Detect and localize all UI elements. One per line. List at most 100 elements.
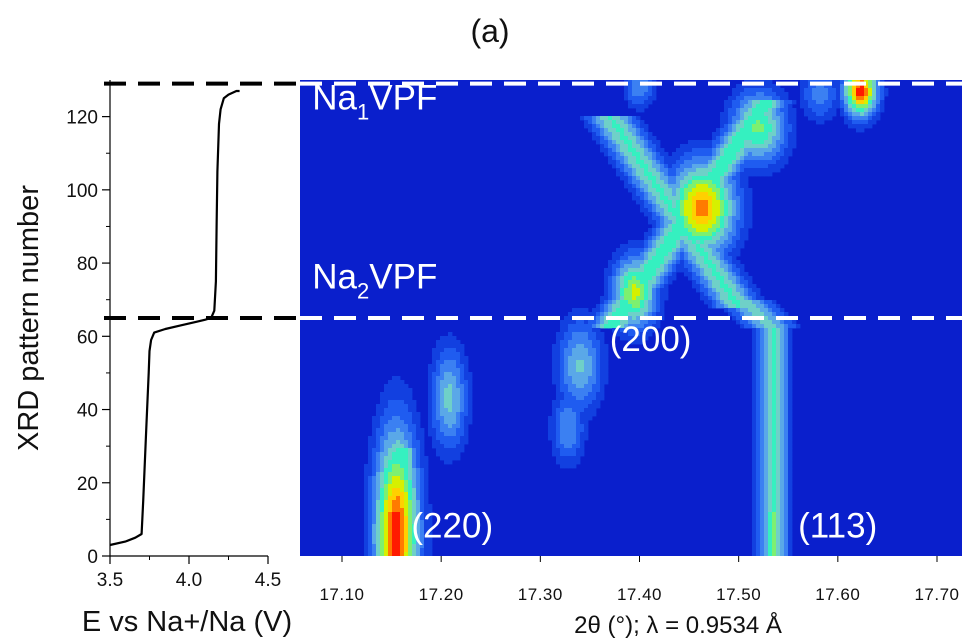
contour-cell (872, 100, 877, 105)
contour-cell (720, 236, 725, 241)
contour-cell (788, 136, 793, 141)
contour-cell (748, 212, 753, 217)
contour-cell (452, 344, 457, 349)
contour-cell (380, 508, 385, 513)
contour-cell (668, 268, 673, 273)
contour-cell (792, 120, 797, 125)
contour-cell (648, 164, 653, 169)
contour-cell (376, 488, 381, 493)
contour-cell (372, 492, 377, 497)
contour-cell (388, 400, 393, 405)
contour-cell (784, 400, 789, 405)
contour-cell (632, 96, 637, 101)
contour-cell (768, 156, 773, 161)
contour-cell (740, 84, 745, 89)
contour-cell (372, 544, 377, 549)
contour-cell (648, 216, 653, 221)
contour-cell (704, 248, 709, 253)
contour-cell (784, 520, 789, 525)
contour-cell (656, 216, 661, 221)
contour-cell (784, 384, 789, 389)
contour-cell (664, 160, 669, 165)
contour-cell (572, 360, 577, 365)
contour-cell (776, 112, 781, 117)
contour-cell (684, 176, 689, 181)
contour-cell (780, 412, 785, 417)
contour-cell (884, 88, 889, 93)
contour-cell (784, 464, 789, 469)
contour-cell (724, 120, 729, 125)
contour-cell (632, 136, 637, 141)
contour-cell (732, 212, 737, 217)
contour-cell (728, 240, 733, 245)
contour-cell (596, 348, 601, 353)
contour-cell (708, 164, 713, 169)
contour-cell (752, 436, 757, 441)
contour-cell (388, 532, 393, 537)
contour-cell (456, 436, 461, 441)
contour-cell (416, 524, 421, 529)
contour-cell (736, 104, 741, 109)
contour-cell (576, 368, 581, 373)
contour-cell (396, 440, 401, 445)
contour-cell (780, 416, 785, 421)
contour-cell (788, 332, 793, 337)
contour-cell (704, 300, 709, 305)
contour-cell (584, 360, 589, 365)
contour-cell (748, 200, 753, 205)
contour-cell (408, 484, 413, 489)
contour-cell (788, 468, 793, 473)
contour-cell (796, 324, 801, 329)
contour-cell (384, 448, 389, 453)
contour-cell (412, 552, 417, 556)
contour-cell (748, 224, 753, 229)
contour-cell (744, 228, 749, 233)
contour-cell (692, 224, 697, 229)
contour-cell (576, 440, 581, 445)
contour-cell (748, 88, 753, 93)
contour-cell (776, 484, 781, 489)
contour-cell (632, 296, 637, 301)
contour-cell (692, 240, 697, 245)
contour-cell (776, 156, 781, 161)
contour-cell (624, 116, 629, 121)
contour-cell (416, 520, 421, 525)
contour-cell (572, 356, 577, 361)
contour-cell (848, 100, 853, 105)
contour-cell (416, 460, 421, 465)
contour-cell (768, 476, 773, 481)
contour-cell (744, 184, 749, 189)
contour-cell (648, 240, 653, 245)
contour-cell (788, 124, 793, 129)
contour-cell (756, 304, 761, 309)
contour-cell (788, 524, 793, 529)
contour-cell (712, 220, 717, 225)
contour-cell (640, 312, 645, 317)
contour-cell (408, 408, 413, 413)
contour-cell (616, 280, 621, 285)
contour-cell (792, 100, 797, 105)
contour-cell (592, 336, 597, 341)
contour-cell (848, 84, 853, 89)
contour-cell (388, 540, 393, 545)
contour-cell (392, 456, 397, 461)
contour-cell (712, 148, 717, 153)
contour-cell (756, 532, 761, 537)
contour-cell (756, 548, 761, 553)
contour-cell (784, 132, 789, 137)
contour-cell (784, 428, 789, 433)
contour-cell (384, 392, 389, 397)
contour-cell (624, 124, 629, 129)
contour-cell (648, 140, 653, 145)
contour-cell (800, 80, 805, 85)
contour-cell (664, 152, 669, 157)
contour-cell (672, 172, 677, 177)
contour-cell (452, 400, 457, 405)
contour-cell (452, 360, 457, 365)
contour-cell (376, 496, 381, 501)
contour-cell (584, 428, 589, 433)
contour-cell (760, 544, 765, 549)
contour-cell (620, 312, 625, 317)
contour-cell (756, 332, 761, 337)
contour-cell (756, 524, 761, 529)
